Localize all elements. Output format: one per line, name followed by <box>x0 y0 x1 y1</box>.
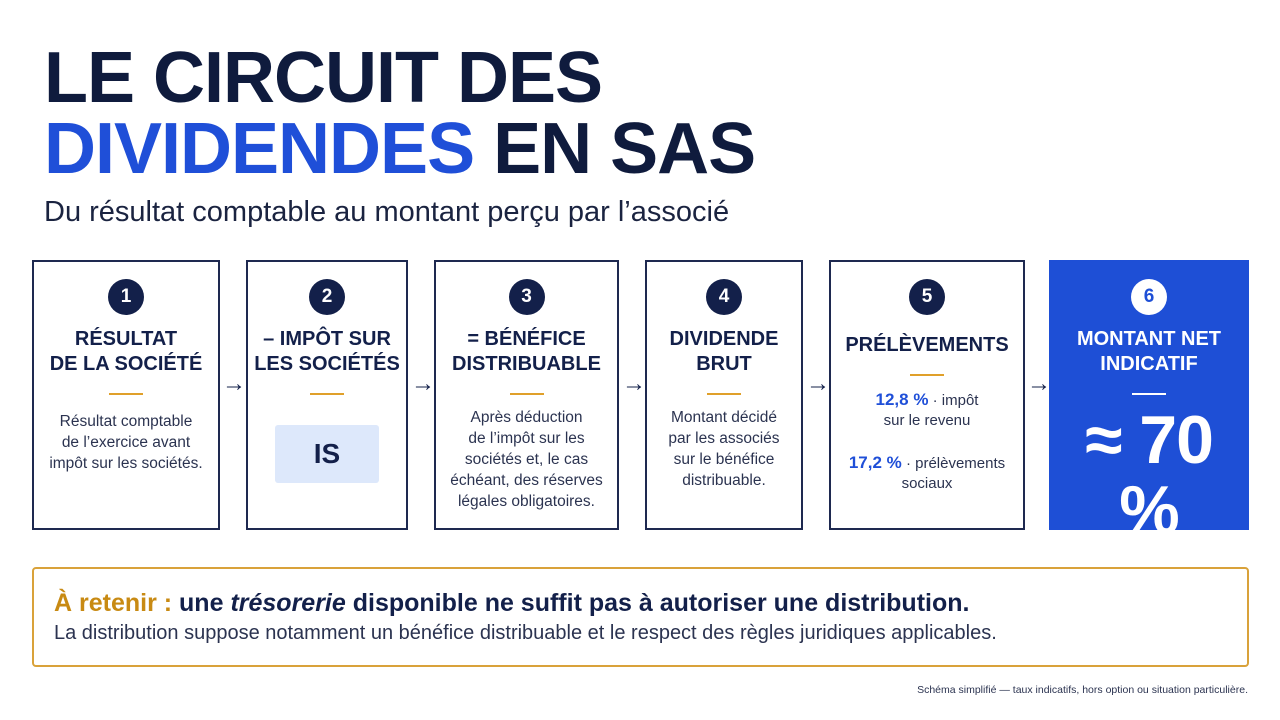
page-title: LE CIRCUIT DES DIVIDENDES EN SAS <box>44 38 756 185</box>
arrow-icon: → <box>1027 370 1051 397</box>
footnote: Schéma simplifié — taux indicatifs, hors… <box>917 684 1248 696</box>
title-line-1: LE CIRCUIT DES <box>44 38 603 118</box>
step-heading: PRÉLÈVEMENTS <box>845 334 1009 356</box>
divider <box>910 374 944 376</box>
step-card-4: 4 DIVIDENDE BRUT Montant décidé par les … <box>645 260 803 530</box>
net-amount-value: ≈ 70 % <box>1085 402 1214 548</box>
step-description: Résultat comptable de l’exercice avant i… <box>49 413 203 472</box>
page-subtitle: Du résultat comptable au montant perçu p… <box>44 196 730 228</box>
step-heading: MONTANT NET INDICATIF <box>1076 328 1222 375</box>
title-line-2: DIVIDENDES EN SAS <box>44 113 756 185</box>
step-description: Montant décidé par les associés sur le b… <box>668 409 780 489</box>
levies-list: 12,8 % · impôt sur le revenu 17,2 % · pr… <box>831 390 1023 494</box>
takeaway-key: À retenir : <box>54 589 173 617</box>
step-heading: DIVIDENDE BRUT <box>669 328 779 375</box>
step-card-3: 3 = BÉNÉFICE DISTRIBUABLE Après déductio… <box>434 260 619 530</box>
takeaway-headline: À retenir : une trésorerie disponible ne… <box>54 589 970 617</box>
step-card-2: 2 – IMPÔT SUR LES SOCIÉTÉS IS <box>246 260 408 530</box>
step-description: Après déduction de l’impôt sur les socié… <box>450 409 603 510</box>
takeaway-emphasis: trésorerie <box>230 589 346 617</box>
step-heading: = BÉNÉFICE DISTRIBUABLE <box>452 328 601 375</box>
divider <box>707 393 741 395</box>
title-line-2-rest: EN SAS <box>493 108 756 189</box>
divider <box>310 393 344 395</box>
divider <box>509 393 544 395</box>
arrow-icon: → <box>622 370 646 397</box>
step-number: 1 <box>108 279 144 315</box>
step-number: 2 <box>309 279 345 315</box>
levy-social: 17,2 % · prélèvements sociaux <box>848 453 1006 492</box>
title-highlight: DIVIDENDES <box>44 108 475 189</box>
step-number: 4 <box>706 279 742 315</box>
divider <box>109 393 143 395</box>
arrow-icon: → <box>411 370 435 397</box>
step-number: 5 <box>909 279 945 315</box>
step-heading: – IMPÔT SUR LES SOCIÉTÉS <box>254 328 400 375</box>
step-number: 6 <box>1131 279 1167 315</box>
step-card-1: 1 RÉSULTAT DE LA SOCIÉTÉ Résultat compta… <box>32 260 220 530</box>
step-heading: RÉSULTAT DE LA SOCIÉTÉ <box>49 328 203 375</box>
takeaway-detail: La distribution suppose notamment un bén… <box>54 622 997 644</box>
is-badge: IS <box>275 425 379 483</box>
divider <box>1132 393 1166 395</box>
net-amount-caption: du dividende brut <box>1087 549 1211 566</box>
arrow-icon: → <box>222 370 246 397</box>
arrow-icon: → <box>806 370 830 397</box>
step-card-6: 6 MONTANT NET INDICATIF ≈ 70 % du divide… <box>1049 260 1249 566</box>
levy-income-tax: 12,8 % · impôt sur le revenu <box>875 390 979 429</box>
step-number: 3 <box>508 279 545 315</box>
step-card-5: 5 PRÉLÈVEMENTS 12,8 % · impôt sur le rev… <box>829 260 1025 530</box>
key-takeaway-box: À retenir : une trésorerie disponible ne… <box>32 567 1249 667</box>
